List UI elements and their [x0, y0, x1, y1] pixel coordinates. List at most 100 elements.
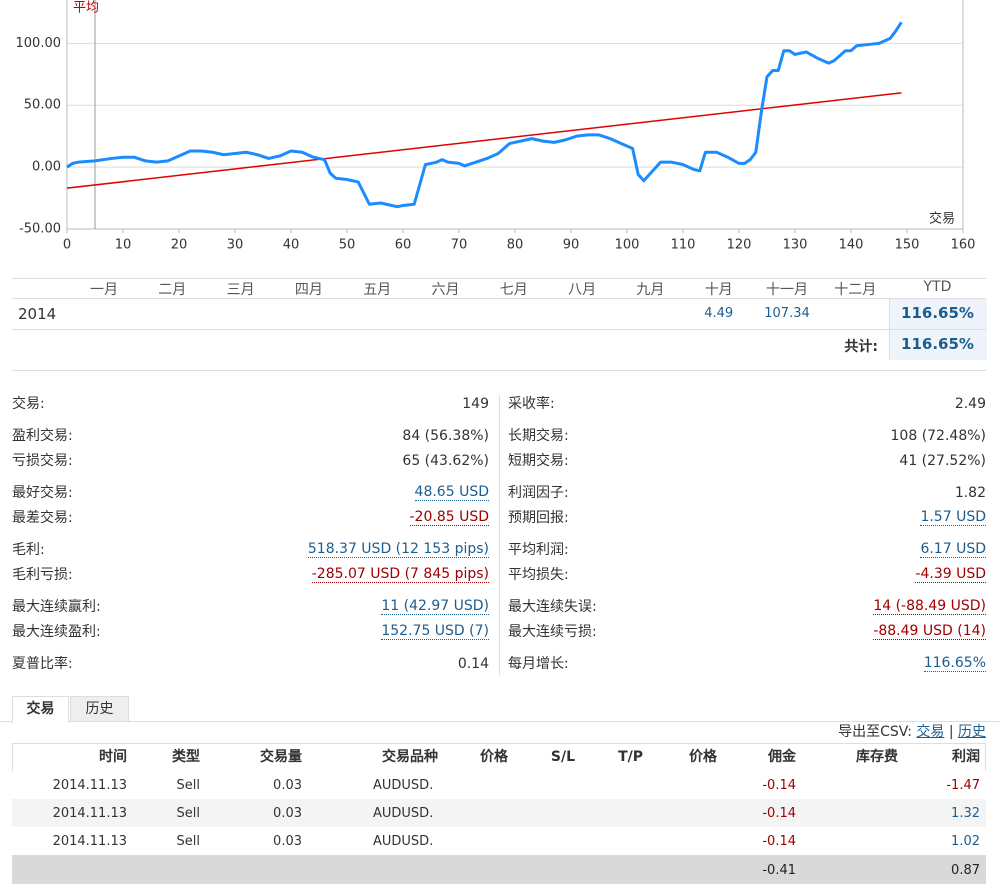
- stat-label: 平均利润:: [508, 542, 569, 558]
- x-tick-label: 100: [615, 238, 640, 253]
- stat-label: 毛利:: [12, 542, 45, 558]
- month-header: 一月: [90, 282, 118, 298]
- separator: [12, 278, 986, 279]
- export-link[interactable]: 交易: [916, 724, 945, 740]
- cell: -0.41: [762, 863, 796, 878]
- cell: Sell: [176, 834, 200, 849]
- cell: AUDUSD.: [373, 834, 434, 849]
- column-header: 交易量: [260, 749, 302, 765]
- month-header: 六月: [431, 282, 460, 298]
- column-header: 交易品种: [382, 749, 438, 765]
- stat-value: 518.37 USD (12 153 pips): [307, 541, 489, 558]
- x-tick-label: 140: [839, 238, 864, 253]
- stat-label: 预期回报:: [508, 510, 569, 526]
- cell: Sell: [176, 806, 200, 821]
- month-header: 二月: [158, 282, 187, 298]
- stat-value: -88.49 USD (14): [873, 623, 986, 640]
- x-tick-label: 80: [507, 238, 524, 253]
- stat-label: 交易:: [12, 396, 45, 412]
- stat-value: 1.82: [954, 485, 986, 501]
- average-label: 平均: [73, 1, 99, 16]
- x-tick-label: 130: [783, 238, 808, 253]
- total-label: 共计:: [844, 339, 878, 355]
- totals-bg: [12, 855, 986, 884]
- stat-label: 最大连续赢利:: [12, 599, 101, 615]
- x-tick-label: 50: [339, 238, 356, 253]
- column-header: S/L: [550, 749, 575, 765]
- export-bar: 导出至CSV: 交易 | 历史: [838, 722, 986, 742]
- tab[interactable]: 交易: [12, 696, 69, 723]
- month-header: 十月: [704, 282, 733, 298]
- x-axis-label: 交易: [929, 211, 955, 227]
- stat-label: 最大连续盈利:: [12, 624, 101, 640]
- cell: 1.32: [951, 806, 980, 821]
- x-tick-label: 0: [63, 238, 71, 253]
- x-tick-label: 70: [451, 238, 468, 253]
- month-header: 五月: [363, 282, 392, 298]
- y-tick-label: 50.00: [24, 98, 61, 113]
- cell: 2014.11.13: [52, 778, 127, 793]
- x-tick-label: 150: [895, 238, 920, 253]
- separator: [12, 298, 986, 299]
- column-divider: [499, 395, 500, 675]
- stat-value: 11 (42.97 USD): [381, 598, 489, 615]
- stat-label: 最大连续失误:: [508, 599, 597, 615]
- stat-label: 亏损交易:: [12, 453, 73, 469]
- tab-bar-line: [0, 721, 1000, 722]
- cell: 0.87: [951, 863, 980, 878]
- column-header: 佣金: [768, 749, 796, 765]
- export-label: 导出至CSV:: [838, 724, 912, 740]
- row-bg: [12, 799, 986, 828]
- x-tick-label: 40: [283, 238, 300, 253]
- stat-value: -20.85 USD: [409, 509, 489, 526]
- x-tick-label: 120: [727, 238, 752, 253]
- month-header: 三月: [226, 282, 255, 298]
- ytd-value: 116.65%: [901, 304, 974, 322]
- year: 2014: [18, 305, 57, 323]
- stat-value: 149: [462, 396, 489, 412]
- x-tick-label: 160: [951, 238, 976, 253]
- stat-label: 夏普比率:: [12, 656, 73, 672]
- ytd-header: YTD: [923, 279, 952, 295]
- row-bg: [12, 827, 986, 856]
- column-header: 时间: [99, 749, 127, 765]
- series-line: [66, 92, 902, 189]
- stat-label: 最差交易:: [12, 510, 73, 526]
- stat-label: 平均损失:: [508, 567, 569, 583]
- month-header: 八月: [568, 282, 597, 298]
- cell: -0.14: [762, 778, 796, 793]
- cell: 0.03: [273, 778, 302, 793]
- stat-label: 毛利亏损:: [12, 567, 73, 583]
- series-line: [66, 21, 903, 209]
- column-header: 库存费: [856, 749, 898, 765]
- cell: 2014.11.13: [52, 806, 127, 821]
- y-tick-label: 100.00: [16, 36, 62, 51]
- total-value: 116.65%: [901, 335, 974, 353]
- column-header: 价格: [480, 749, 508, 765]
- column-header: 利润: [952, 749, 980, 765]
- separator: [12, 329, 986, 330]
- x-tick-label: 90: [563, 238, 580, 253]
- export-separator: |: [948, 724, 954, 740]
- row-bg: [12, 771, 986, 800]
- stat-value: 152.75 USD (7): [381, 623, 489, 640]
- column-header: T/P: [618, 749, 643, 765]
- stat-value: -285.07 USD (7 845 pips): [311, 566, 489, 583]
- cell: 0.03: [273, 806, 302, 821]
- stat-value: 116.65%: [923, 655, 986, 672]
- x-tick-label: 30: [227, 238, 244, 253]
- stat-label: 盈利交易:: [12, 428, 73, 444]
- month-value: 107.34: [764, 306, 810, 321]
- x-tick-label: 10: [115, 238, 132, 253]
- stat-value: 41 (27.52%): [899, 453, 986, 469]
- export-link[interactable]: 历史: [958, 724, 986, 740]
- cell: 2014.11.13: [52, 834, 127, 849]
- stat-label: 采收率:: [508, 396, 555, 412]
- y-tick-label: 0.00: [32, 160, 61, 175]
- stat-label: 短期交易:: [508, 453, 569, 469]
- tab[interactable]: 历史: [70, 696, 129, 721]
- stat-value: 65 (43.62%): [402, 453, 489, 469]
- column-header: 类型: [172, 749, 200, 765]
- stat-value: 6.17 USD: [920, 541, 986, 558]
- stat-value: 0.14: [457, 656, 489, 672]
